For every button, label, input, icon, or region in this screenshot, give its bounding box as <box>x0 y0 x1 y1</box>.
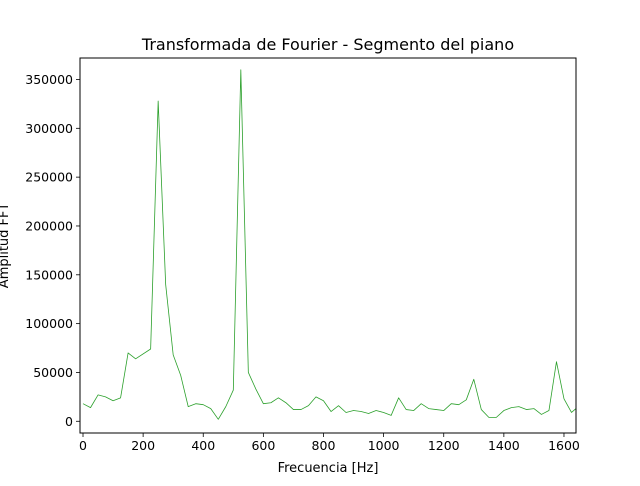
x-tick-label: 1200 <box>428 438 460 453</box>
y-tick-label: 200000 <box>25 218 73 233</box>
x-axis-label: Frecuencia [Hz] <box>278 461 379 476</box>
y-tick-label: 50000 <box>33 365 73 380</box>
x-tick-label: 800 <box>312 438 336 453</box>
chart-title: Transformada de Fourier - Segmento del p… <box>141 35 514 54</box>
axes-frame <box>79 57 577 434</box>
x-axis: 0 200 400 600 800 1000 1200 1400 1600 <box>79 433 580 453</box>
y-axis-label: Amplitud FFT <box>0 203 12 288</box>
y-tick-label: 300000 <box>25 121 73 136</box>
x-tick-label: 200 <box>131 438 155 453</box>
y-axis: 0 50000 100000 150000 200000 250000 300000 3500… <box>25 72 80 429</box>
y-tick-label: 350000 <box>25 72 73 87</box>
y-tick-label: 150000 <box>25 267 73 282</box>
x-tick-label: 600 <box>251 438 275 453</box>
y-tick-label: 100000 <box>25 316 73 331</box>
x-tick-label: 1400 <box>488 438 520 453</box>
fft-series-line <box>82 69 577 420</box>
plot-area <box>82 69 577 420</box>
y-tick-label: 0 <box>65 414 73 429</box>
x-tick-label: 1000 <box>368 438 400 453</box>
x-tick-label: 0 <box>79 438 87 453</box>
y-tick-label: 250000 <box>25 170 73 185</box>
x-tick-label: 400 <box>191 438 215 453</box>
x-tick-label: 1600 <box>548 438 580 453</box>
